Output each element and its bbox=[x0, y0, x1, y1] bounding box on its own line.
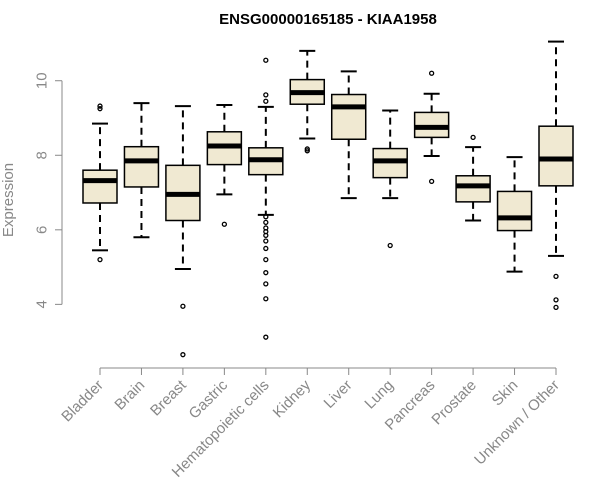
y-tick-label-2: 8 bbox=[33, 151, 50, 159]
box-10 bbox=[496, 156, 533, 273]
box-4 bbox=[248, 57, 284, 340]
box-5 bbox=[289, 49, 326, 154]
box-2-outlier-1 bbox=[180, 352, 186, 358]
y-tick-label-3: 10 bbox=[33, 72, 50, 89]
box-6-iqr bbox=[330, 93, 367, 140]
x-tick-label-5: Kidney bbox=[270, 376, 315, 421]
y-axis-label: Expression bbox=[0, 163, 17, 237]
box-9-iqr bbox=[455, 175, 491, 203]
box-8-outlier-0 bbox=[428, 178, 435, 185]
box-4-outlier-10 bbox=[263, 296, 269, 302]
box-5-outlier-1 bbox=[304, 146, 310, 152]
box-0-outlier-1 bbox=[97, 106, 103, 112]
box-1 bbox=[123, 102, 160, 239]
box-4-outlier-6 bbox=[263, 245, 269, 252]
box-4-outlier-14 bbox=[263, 57, 269, 63]
x-tick-label-10: Skin bbox=[489, 377, 522, 410]
box-11 bbox=[538, 40, 574, 310]
box-3-outlier-0 bbox=[221, 221, 228, 227]
box-4-outlier-11 bbox=[263, 334, 269, 340]
box-4-outlier-12 bbox=[263, 98, 269, 104]
box-7 bbox=[372, 109, 408, 249]
box-2-outlier-0 bbox=[180, 303, 186, 309]
box-8 bbox=[413, 70, 450, 185]
box-4-outlier-5 bbox=[263, 238, 269, 244]
box-4-outlier-0 bbox=[263, 214, 269, 220]
box-11-outlier-0 bbox=[553, 273, 559, 280]
box-7-outlier-0 bbox=[387, 242, 393, 249]
x-tick-label-1: Brain bbox=[111, 377, 148, 414]
box-3 bbox=[206, 103, 243, 227]
box-2 bbox=[165, 105, 201, 358]
box-0-outlier-0 bbox=[97, 256, 103, 263]
box-0 bbox=[82, 103, 118, 263]
box-4-outlier-8 bbox=[263, 270, 269, 276]
box-8-outlier-1 bbox=[428, 70, 435, 76]
box-4-outlier-13 bbox=[263, 92, 269, 98]
x-tick-label-0: Bladder bbox=[58, 377, 107, 426]
box-0-outlier-2 bbox=[97, 103, 103, 109]
y-tick-label-0: 4 bbox=[33, 300, 50, 308]
box-6 bbox=[330, 70, 367, 200]
box-9-outlier-0 bbox=[470, 134, 476, 141]
box-4-outlier-9 bbox=[263, 281, 269, 287]
x-tick-label-7: Lung bbox=[361, 377, 397, 413]
box-11-outlier-1 bbox=[553, 297, 559, 303]
box-5-outlier-0 bbox=[304, 148, 310, 154]
box-9 bbox=[455, 134, 491, 222]
box-0-iqr bbox=[82, 169, 118, 204]
box-1-iqr bbox=[123, 145, 160, 188]
box-10-iqr bbox=[496, 190, 533, 232]
y-tick-label-1: 6 bbox=[33, 226, 50, 234]
x-tick-label-6: Liver bbox=[321, 377, 356, 412]
box-4-outlier-4 bbox=[263, 232, 269, 239]
x-tick-label-2: Breast bbox=[147, 376, 190, 419]
box-4-outlier-1 bbox=[263, 219, 269, 226]
box-11-iqr bbox=[538, 125, 574, 187]
box-11-outlier-2 bbox=[553, 304, 559, 310]
chart-title: ENSG00000165185 - KIAA1958 bbox=[219, 11, 437, 28]
x-tick-label-9: Prostate bbox=[428, 377, 480, 429]
box-4-outlier-7 bbox=[263, 256, 269, 263]
